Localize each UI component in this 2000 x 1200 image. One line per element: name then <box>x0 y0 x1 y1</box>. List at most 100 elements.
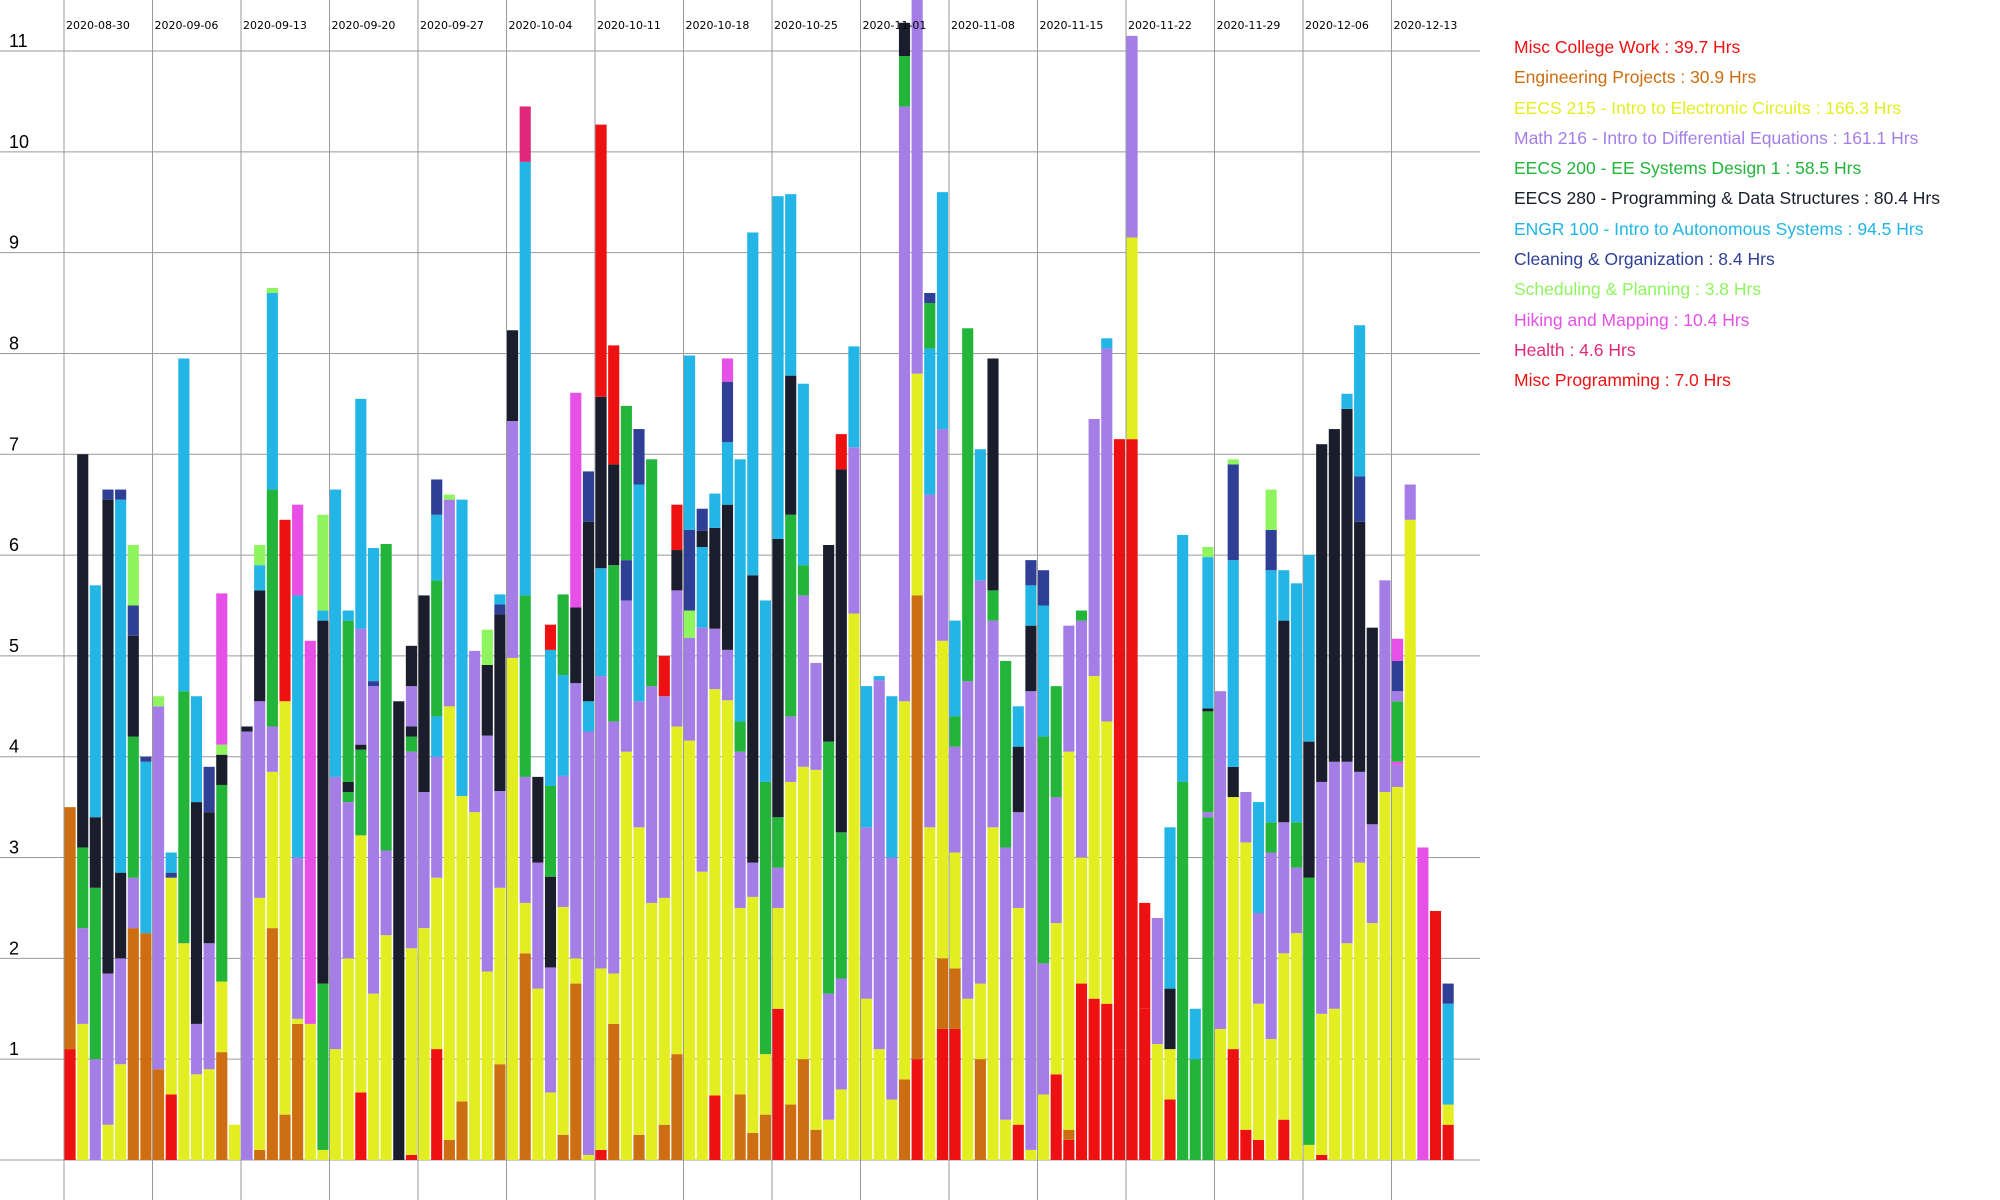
bar-segment <box>608 721 620 974</box>
chart-bars <box>64 0 1454 1160</box>
bar-segment <box>317 610 329 621</box>
day-bar <box>658 655 670 1160</box>
bar-segment <box>785 716 797 782</box>
bar-segment <box>810 1129 822 1160</box>
day-bar <box>405 645 417 1160</box>
bar-segment <box>1202 557 1214 709</box>
day-bar <box>734 459 746 1160</box>
bar-segment <box>102 1124 114 1160</box>
bar-segment <box>1341 943 1353 1160</box>
bar-segment <box>519 902 531 954</box>
bar-segment <box>1202 708 1214 712</box>
bar-segment <box>1075 983 1088 1160</box>
bar-segment <box>898 22 911 57</box>
bar-segment <box>1240 792 1252 843</box>
bar-segment <box>873 680 885 1050</box>
bar-segment <box>936 640 948 959</box>
y-tick-label: 3 <box>9 838 19 858</box>
bar-segment <box>949 1028 961 1160</box>
bar-segment <box>1012 706 1024 747</box>
bar-segment <box>1366 824 1378 924</box>
bar-segment <box>355 398 367 629</box>
bar-segment <box>367 686 380 994</box>
bar-segment <box>595 396 607 569</box>
bar-segment <box>721 358 734 382</box>
bar-segment <box>1012 1124 1024 1160</box>
day-bar <box>582 471 594 1160</box>
bar-segment <box>772 907 784 1009</box>
bar-segment <box>1189 1008 1201 1060</box>
day-bar <box>165 852 177 1160</box>
bar-segment <box>1278 620 1290 823</box>
bar-segment <box>216 754 228 785</box>
bar-segment <box>684 355 696 530</box>
day-bar <box>620 405 632 1160</box>
bar-segment <box>1101 1003 1113 1160</box>
bar-segment <box>1202 812 1214 818</box>
bar-segment <box>1354 325 1366 477</box>
day-bar <box>785 194 797 1160</box>
bar-segment <box>974 449 986 581</box>
bar-segment <box>1328 429 1340 762</box>
bar-segment <box>595 968 607 1150</box>
bar-segment <box>1442 1124 1454 1160</box>
bar-segment <box>1392 764 1404 787</box>
bar-segment <box>759 781 771 1055</box>
day-bar <box>1240 792 1252 1160</box>
bar-segment <box>1278 953 1290 1120</box>
bar-segment <box>1265 822 1277 853</box>
bar-segment <box>216 593 228 745</box>
day-bar <box>962 328 974 1160</box>
bar-segment <box>873 676 885 681</box>
bar-segment <box>696 508 708 531</box>
bar-segment <box>507 330 519 422</box>
bar-segment <box>1392 761 1404 765</box>
bar-segment <box>646 459 658 687</box>
legend-item: Misc College Work : 39.7 Hrs <box>1514 37 1741 57</box>
bar-segment <box>405 948 417 1155</box>
bar-segment <box>772 538 784 818</box>
bar-segment <box>810 769 822 1130</box>
bar-segment <box>1038 605 1050 737</box>
bar-segment <box>1442 1033 1454 1105</box>
bar-segment <box>823 993 835 1120</box>
bar-segment <box>1050 797 1062 924</box>
bar-segment <box>898 56 911 107</box>
day-bar <box>254 545 266 1160</box>
bar-segment <box>1442 1003 1454 1034</box>
y-tick-label: 5 <box>9 636 19 656</box>
bar-segment <box>494 594 506 605</box>
bar-segment <box>671 590 683 727</box>
day-bar <box>557 594 569 1160</box>
bar-segment <box>987 827 999 1160</box>
bar-segment <box>380 935 392 1160</box>
bar-segment <box>557 775 569 907</box>
bar-segment <box>1392 691 1404 702</box>
bar-segment <box>987 620 999 828</box>
bar-segment <box>772 196 784 539</box>
y-tick-label: 2 <box>9 938 19 958</box>
bar-segment <box>380 850 392 936</box>
bar-segment <box>1050 686 1062 798</box>
day-bar <box>974 449 986 1160</box>
bar-segment <box>418 595 430 793</box>
bar-segment <box>1379 580 1391 793</box>
bar-segment <box>1328 1008 1340 1160</box>
bar-segment <box>317 620 329 984</box>
y-tick-label: 8 <box>9 333 19 353</box>
bar-segment <box>115 499 127 873</box>
day-bar <box>507 330 519 1160</box>
bar-segment <box>949 716 961 747</box>
bar-segment <box>658 696 670 898</box>
bar-segment <box>709 628 721 690</box>
bar-segment <box>658 1124 670 1160</box>
bar-segment <box>64 1049 76 1160</box>
bar-segment <box>1088 998 1100 1160</box>
bar-segment <box>1303 877 1315 1145</box>
bar-segment <box>1151 1044 1163 1160</box>
day-bar <box>835 434 847 1160</box>
bar-segment <box>721 504 734 650</box>
bar-segment <box>241 726 253 732</box>
day-bar <box>696 508 708 1160</box>
bar-segment <box>431 716 443 757</box>
